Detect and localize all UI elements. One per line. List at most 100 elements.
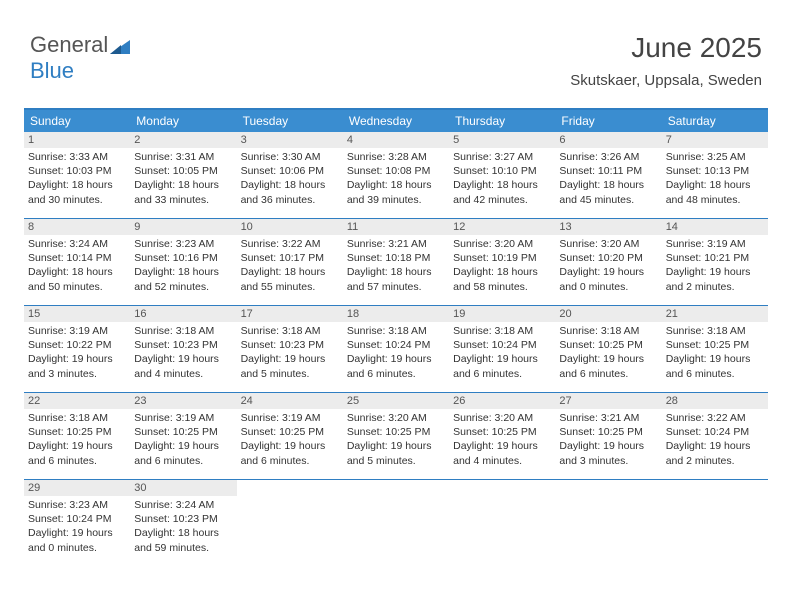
calendar-week: 8Sunrise: 3:24 AMSunset: 10:14 PMDayligh… <box>24 219 768 306</box>
calendar-day: 26Sunrise: 3:20 AMSunset: 10:25 PMDaylig… <box>449 393 555 479</box>
calendar-day: 23Sunrise: 3:19 AMSunset: 10:25 PMDaylig… <box>130 393 236 479</box>
column-header: Wednesday <box>343 110 449 132</box>
day-number: 27 <box>555 393 661 409</box>
calendar-day: 24Sunrise: 3:19 AMSunset: 10:25 PMDaylig… <box>237 393 343 479</box>
day-number: 16 <box>130 306 236 322</box>
calendar-day <box>555 480 661 566</box>
day-info: Sunrise: 3:33 AMSunset: 10:03 PMDaylight… <box>24 148 130 211</box>
calendar-day: 17Sunrise: 3:18 AMSunset: 10:23 PMDaylig… <box>237 306 343 392</box>
calendar-day: 22Sunrise: 3:18 AMSunset: 10:25 PMDaylig… <box>24 393 130 479</box>
column-header: Thursday <box>449 110 555 132</box>
day-number: 28 <box>662 393 768 409</box>
day-info: Sunrise: 3:31 AMSunset: 10:05 PMDaylight… <box>130 148 236 211</box>
day-info: Sunrise: 3:20 AMSunset: 10:25 PMDaylight… <box>449 409 555 472</box>
day-info: Sunrise: 3:18 AMSunset: 10:24 PMDaylight… <box>449 322 555 385</box>
day-number: 13 <box>555 219 661 235</box>
day-number: 19 <box>449 306 555 322</box>
column-header: Monday <box>130 110 236 132</box>
day-number: 18 <box>343 306 449 322</box>
day-number: 5 <box>449 132 555 148</box>
column-header: Friday <box>555 110 661 132</box>
day-info: Sunrise: 3:24 AMSunset: 10:14 PMDaylight… <box>24 235 130 298</box>
calendar-day: 1Sunrise: 3:33 AMSunset: 10:03 PMDayligh… <box>24 132 130 218</box>
calendar-day: 2Sunrise: 3:31 AMSunset: 10:05 PMDayligh… <box>130 132 236 218</box>
day-info: Sunrise: 3:21 AMSunset: 10:18 PMDaylight… <box>343 235 449 298</box>
calendar-day: 28Sunrise: 3:22 AMSunset: 10:24 PMDaylig… <box>662 393 768 479</box>
day-number: 1 <box>24 132 130 148</box>
calendar-day: 29Sunrise: 3:23 AMSunset: 10:24 PMDaylig… <box>24 480 130 566</box>
day-info: Sunrise: 3:23 AMSunset: 10:16 PMDaylight… <box>130 235 236 298</box>
column-header: Tuesday <box>237 110 343 132</box>
day-number: 23 <box>130 393 236 409</box>
day-info: Sunrise: 3:28 AMSunset: 10:08 PMDaylight… <box>343 148 449 211</box>
calendar-day: 3Sunrise: 3:30 AMSunset: 10:06 PMDayligh… <box>237 132 343 218</box>
day-number: 21 <box>662 306 768 322</box>
calendar-day: 20Sunrise: 3:18 AMSunset: 10:25 PMDaylig… <box>555 306 661 392</box>
day-info: Sunrise: 3:22 AMSunset: 10:17 PMDaylight… <box>237 235 343 298</box>
day-number: 25 <box>343 393 449 409</box>
day-number: 9 <box>130 219 236 235</box>
day-info: Sunrise: 3:23 AMSunset: 10:24 PMDaylight… <box>24 496 130 559</box>
day-info: Sunrise: 3:20 AMSunset: 10:25 PMDaylight… <box>343 409 449 472</box>
calendar-day: 4Sunrise: 3:28 AMSunset: 10:08 PMDayligh… <box>343 132 449 218</box>
day-info: Sunrise: 3:24 AMSunset: 10:23 PMDaylight… <box>130 496 236 559</box>
day-number: 2 <box>130 132 236 148</box>
day-info: Sunrise: 3:18 AMSunset: 10:23 PMDaylight… <box>130 322 236 385</box>
calendar-day: 15Sunrise: 3:19 AMSunset: 10:22 PMDaylig… <box>24 306 130 392</box>
calendar-week: 15Sunrise: 3:19 AMSunset: 10:22 PMDaylig… <box>24 306 768 393</box>
logo-part2: Blue <box>30 58 74 83</box>
day-number: 4 <box>343 132 449 148</box>
day-info: Sunrise: 3:19 AMSunset: 10:25 PMDaylight… <box>130 409 236 472</box>
page-title: June 2025 <box>631 32 762 64</box>
column-header: Sunday <box>24 110 130 132</box>
day-info: Sunrise: 3:27 AMSunset: 10:10 PMDaylight… <box>449 148 555 211</box>
day-number: 17 <box>237 306 343 322</box>
calendar-day: 13Sunrise: 3:20 AMSunset: 10:20 PMDaylig… <box>555 219 661 305</box>
day-info: Sunrise: 3:22 AMSunset: 10:24 PMDaylight… <box>662 409 768 472</box>
day-number: 29 <box>24 480 130 496</box>
calendar-day: 25Sunrise: 3:20 AMSunset: 10:25 PMDaylig… <box>343 393 449 479</box>
day-number: 11 <box>343 219 449 235</box>
calendar-week: 1Sunrise: 3:33 AMSunset: 10:03 PMDayligh… <box>24 132 768 219</box>
logo: General Blue <box>30 32 130 84</box>
calendar-day <box>449 480 555 566</box>
calendar-day: 21Sunrise: 3:18 AMSunset: 10:25 PMDaylig… <box>662 306 768 392</box>
day-info: Sunrise: 3:26 AMSunset: 10:11 PMDaylight… <box>555 148 661 211</box>
calendar-day: 5Sunrise: 3:27 AMSunset: 10:10 PMDayligh… <box>449 132 555 218</box>
calendar-header-row: SundayMondayTuesdayWednesdayThursdayFrid… <box>24 110 768 132</box>
day-info: Sunrise: 3:20 AMSunset: 10:19 PMDaylight… <box>449 235 555 298</box>
day-number: 3 <box>237 132 343 148</box>
calendar-day: 14Sunrise: 3:19 AMSunset: 10:21 PMDaylig… <box>662 219 768 305</box>
calendar-day: 19Sunrise: 3:18 AMSunset: 10:24 PMDaylig… <box>449 306 555 392</box>
calendar-day: 10Sunrise: 3:22 AMSunset: 10:17 PMDaylig… <box>237 219 343 305</box>
day-number: 6 <box>555 132 661 148</box>
day-info: Sunrise: 3:18 AMSunset: 10:25 PMDaylight… <box>662 322 768 385</box>
calendar-day <box>343 480 449 566</box>
day-info: Sunrise: 3:19 AMSunset: 10:21 PMDaylight… <box>662 235 768 298</box>
logo-part1: General <box>30 32 108 57</box>
day-number: 20 <box>555 306 661 322</box>
day-number: 7 <box>662 132 768 148</box>
calendar-day: 9Sunrise: 3:23 AMSunset: 10:16 PMDayligh… <box>130 219 236 305</box>
day-number: 12 <box>449 219 555 235</box>
calendar-day: 11Sunrise: 3:21 AMSunset: 10:18 PMDaylig… <box>343 219 449 305</box>
day-number: 8 <box>24 219 130 235</box>
day-number: 22 <box>24 393 130 409</box>
calendar-day <box>662 480 768 566</box>
calendar-week: 22Sunrise: 3:18 AMSunset: 10:25 PMDaylig… <box>24 393 768 480</box>
day-number: 24 <box>237 393 343 409</box>
column-header: Saturday <box>662 110 768 132</box>
calendar-day <box>237 480 343 566</box>
day-info: Sunrise: 3:21 AMSunset: 10:25 PMDaylight… <box>555 409 661 472</box>
day-info: Sunrise: 3:20 AMSunset: 10:20 PMDaylight… <box>555 235 661 298</box>
calendar-day: 7Sunrise: 3:25 AMSunset: 10:13 PMDayligh… <box>662 132 768 218</box>
day-info: Sunrise: 3:25 AMSunset: 10:13 PMDaylight… <box>662 148 768 211</box>
day-number: 14 <box>662 219 768 235</box>
calendar-day: 12Sunrise: 3:20 AMSunset: 10:19 PMDaylig… <box>449 219 555 305</box>
day-info: Sunrise: 3:18 AMSunset: 10:24 PMDaylight… <box>343 322 449 385</box>
day-number: 10 <box>237 219 343 235</box>
day-info: Sunrise: 3:18 AMSunset: 10:23 PMDaylight… <box>237 322 343 385</box>
logo-icon <box>110 38 130 54</box>
calendar: SundayMondayTuesdayWednesdayThursdayFrid… <box>24 108 768 566</box>
day-info: Sunrise: 3:19 AMSunset: 10:25 PMDaylight… <box>237 409 343 472</box>
